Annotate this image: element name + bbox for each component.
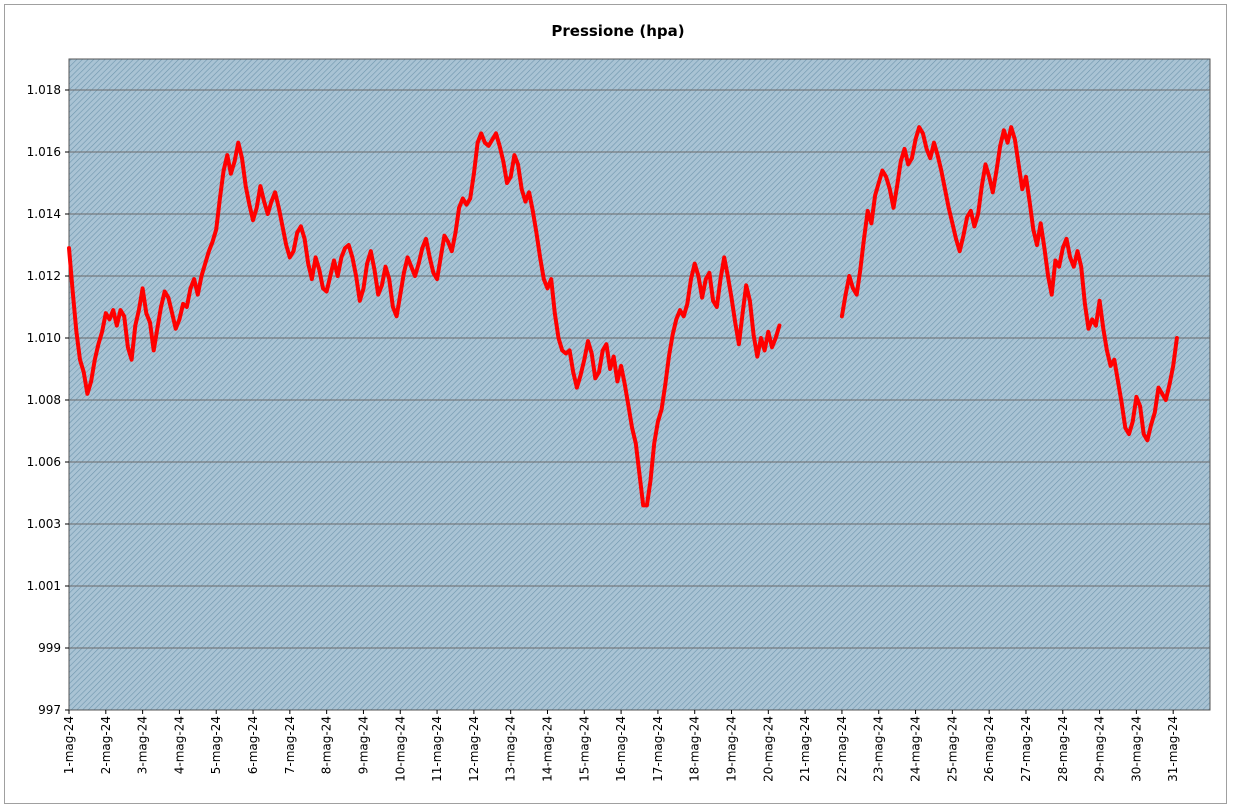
x-tick-label: 23-mag-24 xyxy=(872,716,886,782)
x-tick-label: 27-mag-24 xyxy=(1019,716,1033,782)
y-tick-label: 1.018 xyxy=(27,83,61,97)
x-tick-label: 11-mag-24 xyxy=(430,716,444,782)
y-tick-label: 1.012 xyxy=(27,269,61,283)
y-tick-label: 999 xyxy=(38,641,61,655)
x-tick-label: 6-mag-24 xyxy=(246,716,260,774)
x-tick-label: 28-mag-24 xyxy=(1056,716,1070,782)
x-tick-label: 17-mag-24 xyxy=(651,716,665,782)
y-tick-label: 1.006 xyxy=(27,455,61,469)
x-tick-label: 26-mag-24 xyxy=(982,716,996,782)
x-tick-label: 30-mag-24 xyxy=(1129,716,1143,782)
x-tick-label: 10-mag-24 xyxy=(393,716,407,782)
y-tick-label: 1.010 xyxy=(27,331,61,345)
y-tick-label: 997 xyxy=(38,703,61,717)
y-tick-label: 1.001 xyxy=(27,579,61,593)
x-tick-label: 1-mag-24 xyxy=(62,716,76,774)
x-tick-label: 3-mag-24 xyxy=(136,716,150,774)
x-tick-label: 2-mag-24 xyxy=(99,716,113,774)
y-tick-label: 1.016 xyxy=(27,145,61,159)
y-tick-label: 1.014 xyxy=(27,207,61,221)
x-tick-label: 16-mag-24 xyxy=(614,716,628,782)
y-tick-label: 1.008 xyxy=(27,393,61,407)
x-tick-label: 22-mag-24 xyxy=(835,716,849,782)
series-line-segment xyxy=(839,125,1179,443)
x-tick-label: 20-mag-24 xyxy=(761,716,775,782)
y-tick-label: 1.003 xyxy=(27,517,61,531)
series-line-segment xyxy=(67,131,782,508)
x-tick-label: 13-mag-24 xyxy=(504,716,518,782)
x-tick-label: 24-mag-24 xyxy=(909,716,923,782)
x-tick-label: 9-mag-24 xyxy=(356,716,370,774)
x-tick-label: 19-mag-24 xyxy=(725,716,739,782)
grid-lines xyxy=(69,89,1210,649)
x-tick-label: 29-mag-24 xyxy=(1093,716,1107,782)
x-tick-label: 12-mag-24 xyxy=(467,716,481,782)
chart-title: Pressione (hpa) xyxy=(551,22,684,40)
x-tick-label: 8-mag-24 xyxy=(320,716,334,774)
x-tick-label: 18-mag-24 xyxy=(688,716,702,782)
x-tick-label: 7-mag-24 xyxy=(283,716,297,774)
x-tick-label: 14-mag-24 xyxy=(540,716,554,782)
x-tick-label: 31-mag-24 xyxy=(1166,716,1180,782)
x-tick-label: 5-mag-24 xyxy=(209,716,223,774)
y-axis: 997 999 1.001 1.003 1.006 1.008 1.010 1.012 1.01… xyxy=(27,83,69,717)
x-tick-label: 4-mag-24 xyxy=(172,716,186,774)
x-axis: 1-mag-24 2-mag-24 3-mag-24 4-mag-24 5-mag-24… xyxy=(62,710,1180,782)
series-pressure xyxy=(67,125,1179,508)
x-tick-label: 21-mag-24 xyxy=(798,716,812,782)
x-tick-label: 25-mag-24 xyxy=(945,716,959,782)
x-tick-label: 15-mag-24 xyxy=(577,716,591,782)
